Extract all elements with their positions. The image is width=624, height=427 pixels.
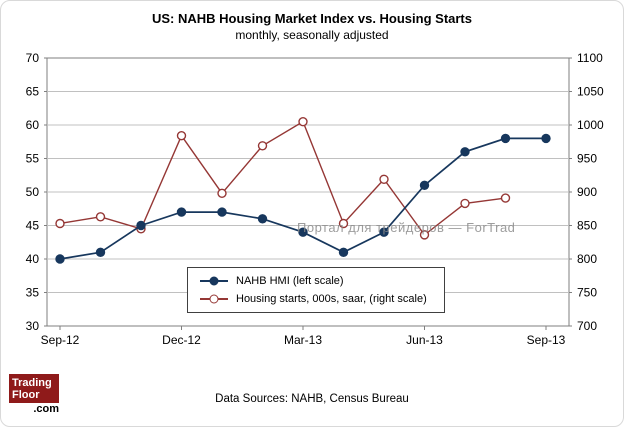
starts-marker — [55, 218, 65, 229]
chart-title: US: NAHB Housing Market Index vs. Housin… — [152, 11, 472, 26]
starts-marker — [176, 131, 187, 141]
left-axis-label: 55 — [26, 152, 40, 166]
data-sources: Data Sources: NAHB, Census Bureau — [215, 393, 409, 405]
left-axis-label: 35 — [26, 286, 40, 300]
right-axis-label: 1050 — [577, 85, 604, 99]
legend-item-starts: Housing starts, 000s, saar, (right scale… — [188, 290, 444, 308]
legend-label-starts: Housing starts, 000s, saar, (right scale… — [236, 293, 427, 305]
starts-marker — [95, 212, 106, 222]
x-axis-label: Dec-12 — [162, 333, 201, 347]
starts-marker — [298, 116, 308, 127]
chart-subtitle: monthly, seasonally adjusted — [235, 28, 389, 42]
right-axis-label: 950 — [577, 152, 597, 166]
left-axis-label: 70 — [26, 51, 40, 65]
hmi-series-marker-icon — [200, 276, 228, 286]
hmi-marker — [217, 207, 227, 217]
x-axis-label: Sep-12 — [41, 333, 80, 347]
right-axis-label: 700 — [577, 319, 597, 333]
right-axis-label: 800 — [577, 252, 597, 266]
left-axis-label: 40 — [26, 252, 40, 266]
hmi-marker — [95, 247, 106, 258]
hmi-marker — [379, 227, 389, 237]
starts-marker — [257, 141, 268, 151]
hmi-marker — [419, 180, 430, 191]
hmi-marker — [55, 254, 65, 264]
starts-marker — [338, 218, 349, 229]
starts-marker — [217, 188, 227, 199]
starts-series-marker-icon — [200, 294, 228, 304]
starts-marker — [460, 198, 470, 209]
hmi-marker — [257, 214, 268, 224]
right-axis-label: 1100 — [577, 51, 603, 65]
hmi-marker — [298, 227, 308, 237]
left-axis-label: 30 — [26, 319, 40, 333]
logo-line-com: .com — [33, 403, 59, 415]
chart-legend: NAHB HMI (left scale) Housing starts, 00… — [187, 267, 445, 313]
right-axis-label: 850 — [577, 219, 597, 233]
tradingfloor-logo: Trading Floor .com — [9, 374, 59, 416]
hmi-marker — [136, 220, 146, 231]
hmi-marker — [338, 247, 349, 258]
right-axis-label: 900 — [577, 185, 597, 199]
hmi-marker — [500, 133, 511, 144]
legend-item-hmi: NAHB HMI (left scale) — [188, 272, 444, 290]
starts-line — [59, 120, 506, 236]
starts-marker — [419, 230, 430, 240]
starts-marker — [500, 193, 511, 203]
right-axis-label: 750 — [577, 286, 597, 300]
left-axis-label: 60 — [26, 118, 40, 132]
tradingfloor-logo-box: Trading Floor — [9, 374, 59, 403]
left-axis-label: 50 — [26, 185, 40, 199]
hmi-marker — [460, 147, 470, 157]
hmi-marker — [176, 207, 187, 217]
logo-line-floor: Floor — [12, 389, 40, 401]
x-axis-label: Mar-13 — [284, 333, 322, 347]
starts-marker — [379, 174, 389, 184]
x-axis-label: Jun-13 — [406, 333, 443, 347]
hmi-marker — [541, 133, 551, 144]
logo-line-trading: Trading — [12, 377, 52, 389]
x-axis-label: Sep-13 — [527, 333, 566, 347]
left-axis-label: 65 — [26, 85, 40, 99]
legend-label-hmi: NAHB HMI (left scale) — [236, 275, 344, 287]
left-axis-label: 45 — [26, 219, 40, 233]
right-axis-label: 1000 — [577, 118, 604, 132]
